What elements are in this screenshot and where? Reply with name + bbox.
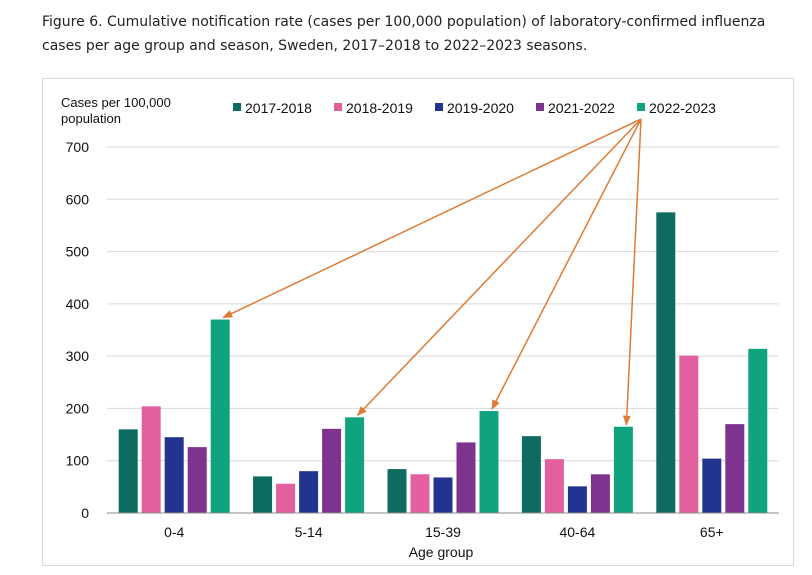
annotation-arrow — [356, 118, 642, 417]
bar — [387, 469, 407, 513]
y-tick-label: 700 — [66, 139, 90, 155]
bar — [299, 471, 319, 513]
legend-label: 2022-2023 — [649, 100, 716, 116]
bar — [590, 474, 610, 513]
bar — [725, 424, 745, 513]
annotation-arrow — [222, 118, 642, 319]
annotation-arrows — [222, 118, 642, 426]
figure-caption: Figure 6. Cumulative notification rate (… — [42, 14, 766, 54]
y-tick-label: 100 — [66, 453, 90, 469]
y-axis-ticks: 0 100 200 300 400 500 600 700 — [66, 139, 90, 521]
x-axis-title: Age group — [409, 544, 474, 560]
bar — [679, 355, 699, 513]
bar — [118, 429, 138, 513]
bar — [456, 442, 476, 513]
bar — [613, 426, 633, 513]
legend-swatch — [536, 103, 544, 111]
legend-swatch — [637, 103, 645, 111]
bar — [322, 428, 342, 513]
bar — [656, 212, 676, 513]
bar — [276, 483, 296, 513]
y-tick-label: 500 — [66, 244, 90, 260]
annotation-arrow — [491, 118, 642, 410]
x-axis-ticks: 0-4 5-14 15-39 40-64 65+ — [164, 524, 724, 540]
x-tick-label: 15-39 — [425, 524, 461, 540]
annotation-arrow — [622, 118, 642, 426]
legend-label: 2017-2018 — [245, 100, 312, 116]
bars — [118, 212, 768, 513]
legend-label: 2021-2022 — [548, 100, 615, 116]
y-axis-title-line-2: population — [61, 111, 121, 126]
bar — [345, 417, 365, 513]
legend-swatch — [233, 103, 241, 111]
y-gridlines — [107, 146, 779, 462]
x-tick-label: 5-14 — [295, 524, 323, 540]
bar — [521, 436, 541, 513]
legend: 2017-2018 2018-2019 2019-2020 2021-2022 2022… — [233, 100, 716, 116]
y-tick-label: 600 — [66, 191, 90, 207]
bar — [544, 459, 564, 513]
bar — [567, 486, 587, 513]
bar — [141, 406, 161, 513]
bar — [410, 474, 430, 513]
legend-label: 2019-2020 — [447, 100, 514, 116]
bar — [210, 319, 230, 513]
y-tick-label: 0 — [81, 505, 89, 521]
bar — [253, 476, 273, 513]
x-tick-label: 65+ — [700, 524, 724, 540]
y-tick-label: 400 — [66, 296, 90, 312]
legend-swatch — [435, 103, 443, 111]
x-tick-label: 0-4 — [164, 524, 184, 540]
bar — [433, 477, 453, 513]
y-tick-label: 200 — [66, 400, 90, 416]
legend-label: 2018-2019 — [346, 100, 413, 116]
bar — [748, 348, 768, 513]
x-tick-label: 40-64 — [559, 524, 595, 540]
legend-swatch — [334, 103, 342, 111]
chart-frame: Cases per 100,000 population 2017-2018 20… — [42, 78, 794, 566]
y-axis-title-line-1: Cases per 100,000 — [61, 95, 171, 110]
bar — [702, 458, 722, 513]
bar — [187, 447, 207, 513]
y-tick-label: 300 — [66, 348, 90, 364]
bar — [479, 411, 499, 513]
bar-chart: Cases per 100,000 population 2017-2018 20… — [61, 95, 779, 560]
y-axis-title: Cases per 100,000 population — [61, 95, 171, 126]
bar — [164, 437, 184, 513]
